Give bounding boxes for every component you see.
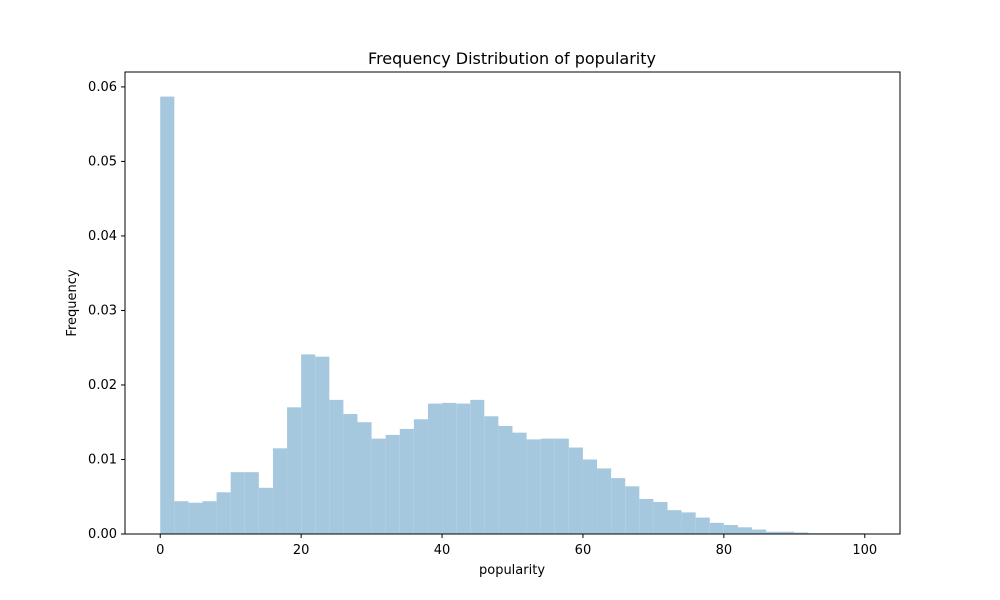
histogram-bar xyxy=(554,438,569,534)
histogram-bar xyxy=(653,501,668,534)
histogram-bar xyxy=(174,501,189,534)
histogram-bar xyxy=(385,434,400,534)
y-tick-label: 0.01 xyxy=(88,452,117,467)
histogram-bar xyxy=(287,407,302,534)
histogram-bar xyxy=(272,448,288,534)
histogram-bar xyxy=(709,522,724,534)
histogram-bar xyxy=(244,472,259,534)
x-tick-label: 20 xyxy=(293,543,310,558)
y-tick-label: 0.00 xyxy=(88,527,117,542)
histogram-bar xyxy=(371,438,386,534)
histogram-bar xyxy=(498,425,513,534)
histogram-bar xyxy=(568,447,583,534)
x-tick-label: 0 xyxy=(156,543,164,558)
chart-title: Frequency Distribution of popularity xyxy=(368,49,656,68)
histogram-bar xyxy=(202,501,217,534)
histogram-bar xyxy=(456,403,471,534)
y-tick-label: 0.04 xyxy=(88,229,117,244)
histogram-bar xyxy=(611,478,626,534)
histogram-bar xyxy=(737,527,753,534)
histogram-bar xyxy=(681,512,696,534)
y-axis-label: Frequency xyxy=(65,269,80,336)
histogram-bar xyxy=(357,422,372,534)
histogram-bar xyxy=(427,403,443,534)
histogram-bar xyxy=(399,428,414,534)
histogram-bar xyxy=(188,502,203,534)
histogram-bar xyxy=(442,402,457,534)
histogram-bar xyxy=(315,356,330,534)
histogram-bar xyxy=(780,531,795,534)
histogram-bar xyxy=(540,438,555,534)
x-tick-label: 100 xyxy=(852,543,877,558)
histogram-bar xyxy=(625,486,640,534)
histogram-bar xyxy=(216,492,231,534)
histogram-bar xyxy=(766,531,781,534)
histogram-bar xyxy=(329,399,344,534)
histogram-bar xyxy=(230,472,245,534)
y-axis-ticks: 0.00 0.01 0.02 0.03 0.04 0.05 0.06 xyxy=(88,80,125,542)
y-tick-label: 0.03 xyxy=(88,303,117,318)
histogram-bar xyxy=(695,517,710,534)
histogram-bar xyxy=(413,419,428,534)
histogram-bar xyxy=(526,439,541,534)
histogram-bar xyxy=(512,432,527,534)
histogram-bar xyxy=(582,459,598,534)
histogram-bar xyxy=(794,532,809,534)
histogram-bar xyxy=(160,96,175,534)
histogram-bar xyxy=(343,414,358,534)
histogram-bar xyxy=(597,468,612,534)
y-tick-label: 0.05 xyxy=(88,154,117,169)
histogram-bar xyxy=(258,487,273,534)
histogram-bar xyxy=(639,498,654,534)
histogram-bar xyxy=(667,510,682,534)
y-tick-label: 0.06 xyxy=(88,80,117,95)
plot-frame xyxy=(124,71,901,535)
x-tick-label: 60 xyxy=(575,543,592,558)
histogram-bar xyxy=(484,416,499,534)
x-axis-ticks: 0 20 40 60 80 100 xyxy=(156,534,877,558)
x-tick-label: 40 xyxy=(434,543,451,558)
histogram-bar xyxy=(752,529,767,534)
bars-group xyxy=(160,96,865,534)
histogram-bar xyxy=(301,354,316,534)
x-axis-label: popularity xyxy=(479,563,545,578)
y-tick-label: 0.02 xyxy=(88,378,117,393)
histogram-bar xyxy=(470,399,485,534)
x-tick-label: 80 xyxy=(716,543,733,558)
histogram-bar xyxy=(723,525,738,534)
